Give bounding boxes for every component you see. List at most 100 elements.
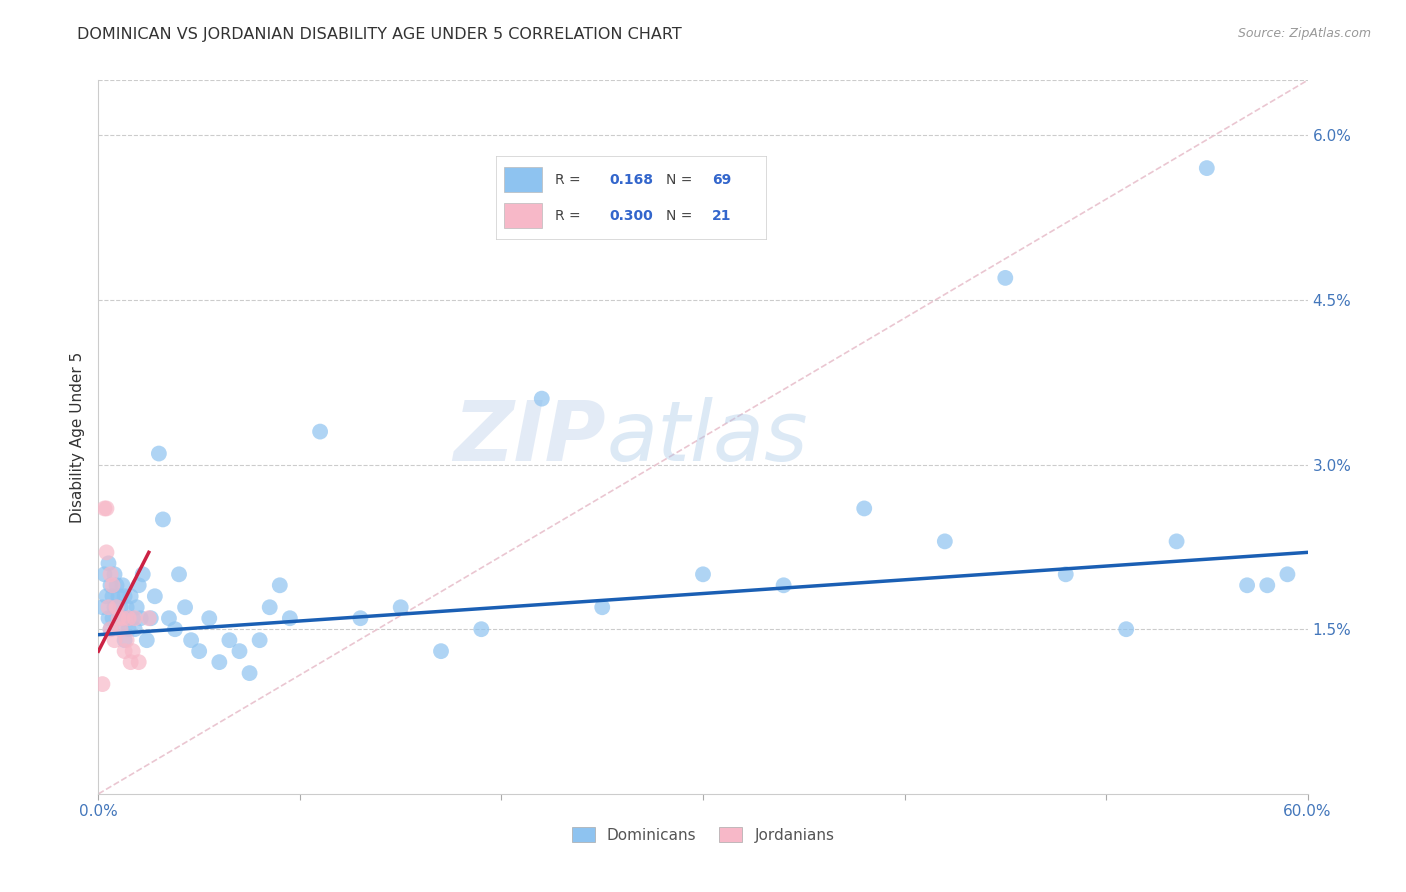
Point [125, 600, 148, 615]
Text: ZIP: ZIP [454, 397, 606, 477]
Point [115, 600, 138, 615]
Point [97, 611, 120, 625]
Point [309, 425, 332, 439]
Point [692, 567, 714, 582]
Point [772, 578, 794, 592]
Point [111, 611, 134, 625]
Point [1166, 534, 1188, 549]
Point [269, 578, 291, 592]
Point [1236, 578, 1258, 592]
Point [100, 622, 122, 636]
Point [148, 446, 170, 460]
Point [430, 644, 453, 658]
Point [934, 534, 956, 549]
Point [132, 567, 155, 582]
Point [259, 600, 281, 615]
Point [100, 622, 122, 636]
Point [101, 578, 124, 592]
Point [1054, 567, 1077, 582]
Point [93, 567, 115, 582]
Point [994, 271, 1017, 285]
Text: N =: N = [666, 209, 693, 223]
Point [128, 655, 150, 669]
Point [591, 600, 613, 615]
Text: 21: 21 [713, 209, 731, 223]
Point [1256, 578, 1278, 592]
Text: Source: ZipAtlas.com: Source: ZipAtlas.com [1237, 27, 1371, 40]
Point [129, 611, 152, 625]
Point [143, 589, 166, 603]
Point [110, 622, 132, 636]
Point [110, 622, 132, 636]
Point [124, 622, 146, 636]
Point [121, 644, 143, 658]
Point [103, 567, 125, 582]
Point [114, 633, 136, 648]
Point [120, 655, 142, 669]
Point [180, 633, 202, 648]
Text: atlas: atlas [606, 397, 808, 477]
Point [530, 392, 553, 406]
Point [198, 611, 221, 625]
Text: R =: R = [555, 209, 581, 223]
Point [389, 600, 412, 615]
Point [118, 622, 141, 636]
Point [278, 611, 301, 625]
Point [101, 589, 124, 603]
Point [96, 501, 118, 516]
Point [115, 633, 138, 648]
Point [105, 600, 128, 615]
Y-axis label: Disability Age Under 5: Disability Age Under 5 [69, 351, 84, 523]
Point [91, 600, 114, 615]
Point [96, 545, 118, 559]
Point [107, 611, 129, 625]
Point [124, 611, 146, 625]
Point [91, 677, 114, 691]
Point [100, 567, 122, 582]
Text: DOMINICAN VS JORDANIAN DISABILITY AGE UNDER 5 CORRELATION CHART: DOMINICAN VS JORDANIAN DISABILITY AGE UN… [77, 27, 682, 42]
Point [249, 633, 271, 648]
Point [1277, 567, 1299, 582]
Point [135, 633, 157, 648]
Point [114, 644, 136, 658]
Point [121, 611, 143, 625]
Point [349, 611, 371, 625]
Point [208, 655, 231, 669]
Point [110, 600, 132, 615]
Point [218, 633, 240, 648]
Text: 0.168: 0.168 [609, 173, 654, 187]
Point [107, 611, 129, 625]
Point [103, 633, 125, 648]
Point [115, 611, 138, 625]
Point [114, 589, 136, 603]
Point [152, 512, 174, 526]
Point [188, 644, 211, 658]
Point [105, 578, 128, 592]
Point [139, 611, 162, 625]
Point [111, 611, 134, 625]
Point [239, 666, 262, 681]
Point [174, 600, 197, 615]
Point [96, 589, 118, 603]
Legend: Dominicans, Jordanians: Dominicans, Jordanians [564, 819, 842, 850]
Point [157, 611, 180, 625]
Text: R =: R = [555, 173, 581, 187]
Text: N =: N = [666, 173, 693, 187]
FancyBboxPatch shape [503, 168, 541, 193]
Point [111, 578, 134, 592]
Point [103, 600, 125, 615]
Point [1115, 622, 1137, 636]
Point [138, 611, 160, 625]
Point [163, 622, 186, 636]
FancyBboxPatch shape [503, 203, 541, 228]
Point [93, 501, 115, 516]
Point [470, 622, 492, 636]
Point [100, 578, 122, 592]
Point [107, 589, 129, 603]
Point [228, 644, 250, 658]
Point [118, 611, 141, 625]
Point [120, 589, 142, 603]
Point [853, 501, 876, 516]
Text: 0.300: 0.300 [609, 209, 652, 223]
Point [97, 600, 120, 615]
